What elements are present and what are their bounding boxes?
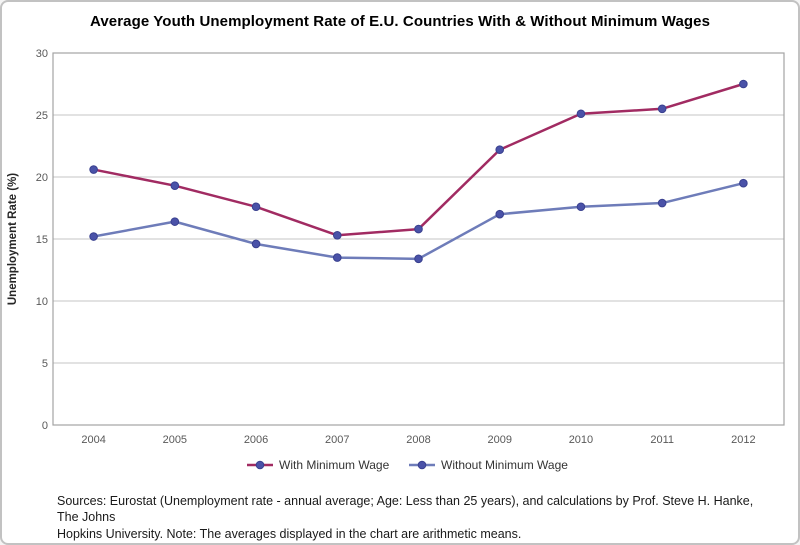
data-series xyxy=(89,79,748,264)
series-line-with-minimum-wage xyxy=(93,82,744,237)
legend-label: Without Minimum Wage xyxy=(441,458,568,472)
y-axis-title: Unemployment Rate (%) xyxy=(7,173,19,305)
data-point-with-minimum-wage-2005 xyxy=(170,181,180,190)
y-tick-label: 25 xyxy=(36,110,48,122)
data-point-without-minimum-wage-2011 xyxy=(657,198,667,208)
y-tick-label: 10 xyxy=(36,296,48,308)
x-tick-label: 2010 xyxy=(569,434,593,446)
legend: With Minimum Wage Without Minimum Wage xyxy=(247,458,568,472)
plot-border xyxy=(52,52,785,426)
data-point-with-minimum-wage-2008 xyxy=(414,224,423,234)
x-tick-label: 2007 xyxy=(325,434,349,446)
series-line-without-minimum-wage xyxy=(93,181,744,261)
source-note-line: Sources: Eurostat (Unemployment rate - a… xyxy=(57,494,754,525)
x-tick-label: 2008 xyxy=(406,434,430,446)
x-tick-label: 2004 xyxy=(81,434,105,446)
source-note: Sources: Eurostat (Unemployment rate - a… xyxy=(57,493,768,542)
data-point-with-minimum-wage-2004 xyxy=(89,165,98,174)
data-point-with-minimum-wage-2009 xyxy=(495,145,505,155)
data-point-with-minimum-wage-2010 xyxy=(576,109,586,119)
x-tick-label: 2012 xyxy=(731,434,755,446)
data-point-without-minimum-wage-2006 xyxy=(251,239,261,249)
y-tick-label: 5 xyxy=(42,358,48,370)
data-point-without-minimum-wage-2010 xyxy=(576,202,586,212)
plot-area-border xyxy=(52,52,785,426)
y-tick-label: 15 xyxy=(36,234,48,246)
source-note-line: Hopkins University. Note: The averages d… xyxy=(57,526,522,541)
data-point-without-minimum-wage-2009 xyxy=(495,209,505,219)
data-point-with-minimum-wage-2007 xyxy=(332,230,342,240)
data-point-with-minimum-wage-2012 xyxy=(739,79,748,89)
legend-item-with-minimum-wage: With Minimum Wage xyxy=(247,458,390,472)
x-tick-label: 2005 xyxy=(163,434,187,446)
data-point-without-minimum-wage-2005 xyxy=(170,217,180,226)
data-point-without-minimum-wage-2007 xyxy=(332,253,342,262)
y-tick-label: 30 xyxy=(36,48,48,60)
data-point-without-minimum-wage-2004 xyxy=(89,232,98,241)
y-axis-tick-labels: 0 5 10 15 20 25 30 xyxy=(36,48,48,432)
chart-title: Average Youth Unemployment Rate of E.U. … xyxy=(89,13,711,30)
y-axis-title-text: Unemployment Rate (%) xyxy=(7,173,19,305)
x-tick-label: 2006 xyxy=(244,434,268,446)
legend-marker xyxy=(255,460,265,470)
y-tick-label: 0 xyxy=(42,420,48,432)
legend-label: With Minimum Wage xyxy=(279,458,390,472)
data-point-without-minimum-wage-2012 xyxy=(739,178,748,188)
x-axis-tick-labels: 2004 2005 2006 2007 2008 2009 2010 2011 2012 xyxy=(81,434,755,446)
legend-marker xyxy=(417,460,427,470)
data-point-with-minimum-wage-2006 xyxy=(251,202,261,212)
x-tick-label: 2011 xyxy=(650,434,674,446)
data-point-without-minimum-wage-2008 xyxy=(414,254,423,264)
legend-item-without-minimum-wage: Without Minimum Wage xyxy=(409,458,568,472)
gridlines xyxy=(53,114,784,364)
line-chart: 0 5 10 15 20 25 30 2004 2005 2006 2007 2008 2009 201… xyxy=(7,48,785,472)
data-point-with-minimum-wage-2011 xyxy=(657,104,667,114)
y-tick-label: 20 xyxy=(36,172,48,184)
x-tick-label: 2009 xyxy=(487,434,511,446)
